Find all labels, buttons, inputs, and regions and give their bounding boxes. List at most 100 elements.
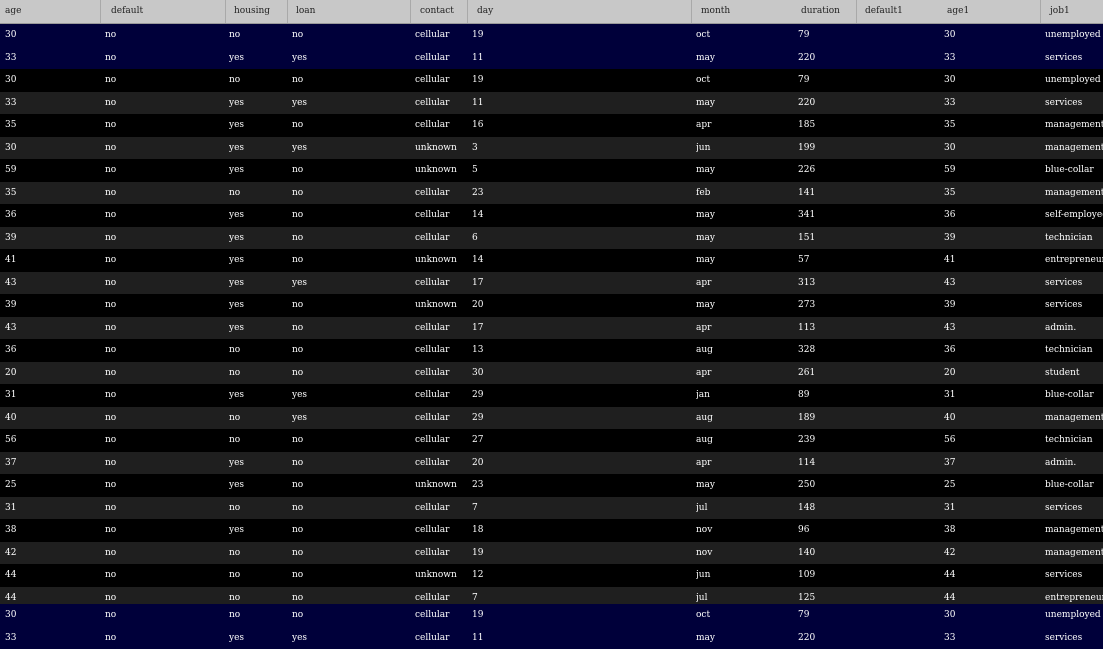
cell-age1[interactable]: 30 bbox=[944, 75, 956, 85]
cell-job1[interactable]: unemployed bbox=[1045, 75, 1101, 85]
cell-age[interactable]: 56 bbox=[5, 435, 17, 445]
cell-housing[interactable]: yes bbox=[229, 165, 245, 175]
table-row[interactable]: 41 no yes no unknown 14 may 57 41 entrepreneur bbox=[0, 249, 1103, 272]
cell-job1[interactable]: services bbox=[1045, 300, 1083, 310]
cell-month[interactable]: may bbox=[696, 300, 715, 310]
cell-loan[interactable]: yes bbox=[292, 142, 308, 153]
cell-housing[interactable]: yes bbox=[229, 277, 245, 288]
cell-month[interactable]: oct bbox=[696, 30, 711, 40]
cell-age[interactable]: 30 bbox=[5, 75, 17, 85]
cell-housing[interactable]: yes bbox=[229, 52, 245, 63]
cell-month[interactable]: oct bbox=[696, 75, 711, 85]
cell-age1[interactable]: 44 bbox=[944, 570, 956, 580]
cell-default[interactable]: no bbox=[105, 75, 117, 85]
table-row[interactable]: 44 no no no cellular 7 jul 125 44 entrepreneur bbox=[0, 586, 1103, 609]
cell-job1[interactable]: admin. bbox=[1045, 457, 1077, 468]
cell-contact[interactable]: unknown bbox=[415, 480, 457, 490]
cell-job1[interactable]: student bbox=[1045, 367, 1080, 378]
cell-housing[interactable]: yes bbox=[229, 120, 245, 130]
cell-loan[interactable]: no bbox=[292, 610, 304, 620]
cell-contact[interactable]: cellular bbox=[415, 187, 450, 198]
table-row[interactable]: 38 no yes no cellular 18 nov 96 38 management bbox=[0, 519, 1103, 542]
column-header-age[interactable]: age bbox=[5, 6, 22, 16]
cell-day[interactable]: 3 bbox=[472, 142, 478, 153]
cell-age1[interactable]: 56 bbox=[944, 435, 956, 445]
table-row[interactable]: 33 no yes yes cellular 11 may 220 33 services bbox=[0, 91, 1103, 114]
column-header-default1[interactable]: default1 bbox=[856, 0, 940, 23]
cell-month[interactable]: may bbox=[696, 97, 715, 108]
column-header-default[interactable]: default bbox=[100, 0, 225, 23]
cell-loan[interactable]: no bbox=[292, 187, 304, 198]
cell-contact[interactable]: unknown bbox=[415, 142, 457, 153]
cell-duration[interactable]: 199 bbox=[798, 142, 816, 153]
cell-duration[interactable]: 328 bbox=[798, 345, 816, 355]
cell-default[interactable]: no bbox=[105, 255, 117, 265]
cell-duration[interactable]: 79 bbox=[798, 610, 810, 620]
cell-housing[interactable]: yes bbox=[229, 300, 245, 310]
cell-job1[interactable]: blue-collar bbox=[1045, 480, 1094, 490]
cell-age[interactable]: 43 bbox=[5, 322, 17, 333]
cell-job1[interactable]: blue-collar bbox=[1045, 165, 1094, 175]
cell-job1[interactable]: management bbox=[1045, 525, 1103, 535]
table-row[interactable]: 31 no no no cellular 7 jul 148 31 services bbox=[0, 496, 1103, 519]
cell-month[interactable]: may bbox=[696, 480, 715, 490]
cell-duration[interactable]: 313 bbox=[798, 277, 816, 288]
cell-duration[interactable]: 57 bbox=[798, 255, 810, 265]
cell-day[interactable]: 7 bbox=[472, 592, 478, 603]
cell-default[interactable]: no bbox=[105, 322, 117, 333]
cell-age[interactable]: 43 bbox=[5, 277, 17, 288]
table-row[interactable]: 31 no yes yes cellular 29 jan 89 31 blue-collar bbox=[0, 384, 1103, 407]
cell-default[interactable]: no bbox=[105, 120, 117, 130]
cell-age[interactable]: 33 bbox=[5, 97, 17, 108]
cell-default[interactable]: no bbox=[105, 412, 117, 423]
cell-age[interactable]: 30 bbox=[5, 142, 17, 153]
table-row[interactable]: 39 no yes no cellular 6 may 151 39 technician bbox=[0, 226, 1103, 249]
cell-housing[interactable]: no bbox=[229, 592, 241, 603]
cell-duration[interactable]: 341 bbox=[798, 210, 816, 220]
cell-default[interactable]: no bbox=[105, 232, 117, 243]
cell-loan[interactable]: no bbox=[292, 75, 304, 85]
cell-job1[interactable]: services bbox=[1045, 502, 1083, 513]
cell-month[interactable]: oct bbox=[696, 610, 711, 620]
cell-job1[interactable]: unemployed bbox=[1045, 30, 1101, 40]
cell-age1[interactable]: 37 bbox=[944, 457, 956, 468]
cell-day[interactable]: 16 bbox=[472, 120, 484, 130]
cell-default[interactable]: no bbox=[105, 435, 117, 445]
cell-day[interactable]: 14 bbox=[472, 210, 484, 220]
cell-contact[interactable]: cellular bbox=[415, 592, 450, 603]
cell-job1[interactable]: management bbox=[1045, 120, 1103, 130]
cell-month[interactable]: may bbox=[696, 165, 715, 175]
cell-month[interactable]: aug bbox=[696, 412, 713, 423]
cell-age[interactable]: 39 bbox=[5, 300, 17, 310]
cell-loan[interactable]: yes bbox=[292, 390, 308, 400]
table-row[interactable]: 30 no yes yes unknown 3 jun 199 30 management bbox=[0, 136, 1103, 159]
cell-default[interactable]: no bbox=[105, 570, 117, 580]
pinned-top-row[interactable]: 33 no yes yes cellular 11 may 220 33 services bbox=[0, 46, 1103, 69]
cell-housing[interactable]: no bbox=[229, 367, 241, 378]
cell-housing[interactable]: yes bbox=[229, 232, 245, 243]
cell-default[interactable]: no bbox=[105, 345, 117, 355]
cell-default[interactable]: no bbox=[105, 142, 117, 153]
cell-loan[interactable]: no bbox=[292, 592, 304, 603]
cell-job1[interactable]: services bbox=[1045, 632, 1083, 643]
cell-day[interactable]: 19 bbox=[472, 610, 484, 620]
cell-contact[interactable]: cellular bbox=[415, 52, 450, 63]
cell-month[interactable]: apr bbox=[696, 322, 712, 333]
table-row[interactable]: 42 no no no cellular 19 nov 140 42 management bbox=[0, 541, 1103, 564]
cell-month[interactable]: may bbox=[696, 232, 715, 243]
cell-day[interactable]: 11 bbox=[472, 97, 484, 108]
cell-age1[interactable]: 33 bbox=[944, 52, 956, 63]
cell-job1[interactable]: services bbox=[1045, 52, 1083, 63]
cell-age[interactable]: 44 bbox=[5, 570, 17, 580]
cell-default[interactable]: no bbox=[105, 592, 117, 603]
cell-day[interactable]: 19 bbox=[472, 30, 484, 40]
table-row[interactable]: 59 no yes no unknown 5 may 226 59 blue-collar bbox=[0, 159, 1103, 182]
cell-loan[interactable]: yes bbox=[292, 412, 308, 423]
cell-age[interactable]: 36 bbox=[5, 210, 17, 220]
cell-day[interactable]: 17 bbox=[472, 277, 484, 288]
cell-housing[interactable]: no bbox=[229, 435, 241, 445]
column-header-day[interactable]: day bbox=[467, 0, 691, 23]
cell-day[interactable]: 29 bbox=[472, 412, 484, 423]
cell-month[interactable]: may bbox=[696, 632, 715, 643]
cell-housing[interactable]: no bbox=[229, 502, 241, 513]
